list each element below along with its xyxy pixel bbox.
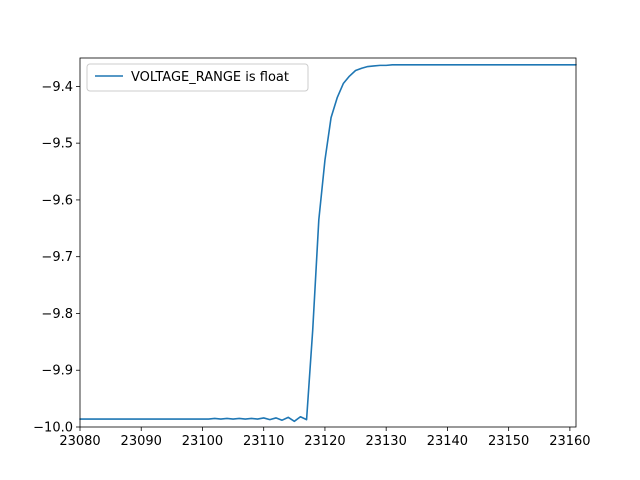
x-tick-label: 23130 <box>365 434 406 449</box>
y-tick-label: −9.5 <box>41 137 73 152</box>
y-axis: −10.0 −9.9 −9.8 −9.7 −9.6 −9.5 −9.4 <box>33 80 80 436</box>
x-tick-label: 23150 <box>488 434 529 449</box>
x-tick-label: 23120 <box>304 434 345 449</box>
series-line-0 <box>79 64 577 423</box>
legend: VOLTAGE_RANGE is float <box>86 63 309 92</box>
y-tick-label: −9.4 <box>41 80 73 95</box>
legend-label: VOLTAGE_RANGE is float <box>131 70 289 85</box>
x-tick-label: 23100 <box>182 434 223 449</box>
legend-box <box>86 63 309 92</box>
x-tick-label: 23110 <box>243 434 284 449</box>
y-tick-label: −9.6 <box>41 193 73 208</box>
x-tick-label: 23090 <box>121 434 162 449</box>
y-tick-label: −9.7 <box>41 250 73 265</box>
y-tick-label: −9.9 <box>41 364 73 379</box>
y-tick-label: −9.8 <box>41 307 73 322</box>
y-tick-label: −10.0 <box>33 421 73 436</box>
x-tick-label: 23140 <box>427 434 468 449</box>
x-tick-label: 23080 <box>59 434 100 449</box>
plot-frame <box>79 57 577 428</box>
x-axis: 23080 23090 23100 23110 23120 23130 23140 23150… <box>59 427 591 449</box>
series-layer <box>79 64 577 423</box>
x-tick-label: 23160 <box>549 434 590 449</box>
